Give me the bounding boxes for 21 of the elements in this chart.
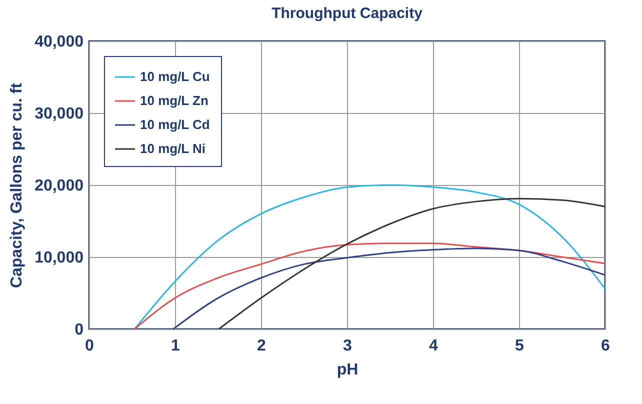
- legend-label: 10 mg/L Cd: [140, 117, 210, 132]
- y-tick-label: 20,000: [34, 178, 84, 194]
- legend-label: 10 mg/L Cu: [140, 69, 210, 84]
- x-tick-label: 4: [429, 338, 438, 354]
- x-tick-label: 3: [343, 338, 352, 354]
- x-tick-label: 2: [257, 338, 266, 354]
- legend-label: 10 mg/L Zn: [140, 93, 208, 108]
- y-tick-label: 0: [74, 322, 84, 338]
- y-tick-label: 30,000: [34, 106, 84, 122]
- legend-label: 10 mg/L Ni: [140, 141, 206, 156]
- x-axis-title: pH: [336, 362, 358, 378]
- y-tick-label: 10,000: [34, 250, 84, 266]
- y-axis-title: Capacity, Gallons per cu. ft: [8, 82, 26, 288]
- line-series: [218, 198, 606, 330]
- x-tick-label: 1: [171, 338, 180, 354]
- x-tick-label: 6: [601, 338, 610, 354]
- x-tick-label: 5: [515, 338, 524, 354]
- x-tick-label: 0: [85, 338, 94, 354]
- chart-title: Throughput Capacity: [272, 5, 424, 22]
- line-series: [134, 184, 606, 330]
- y-tick-label: 40,000: [34, 34, 84, 50]
